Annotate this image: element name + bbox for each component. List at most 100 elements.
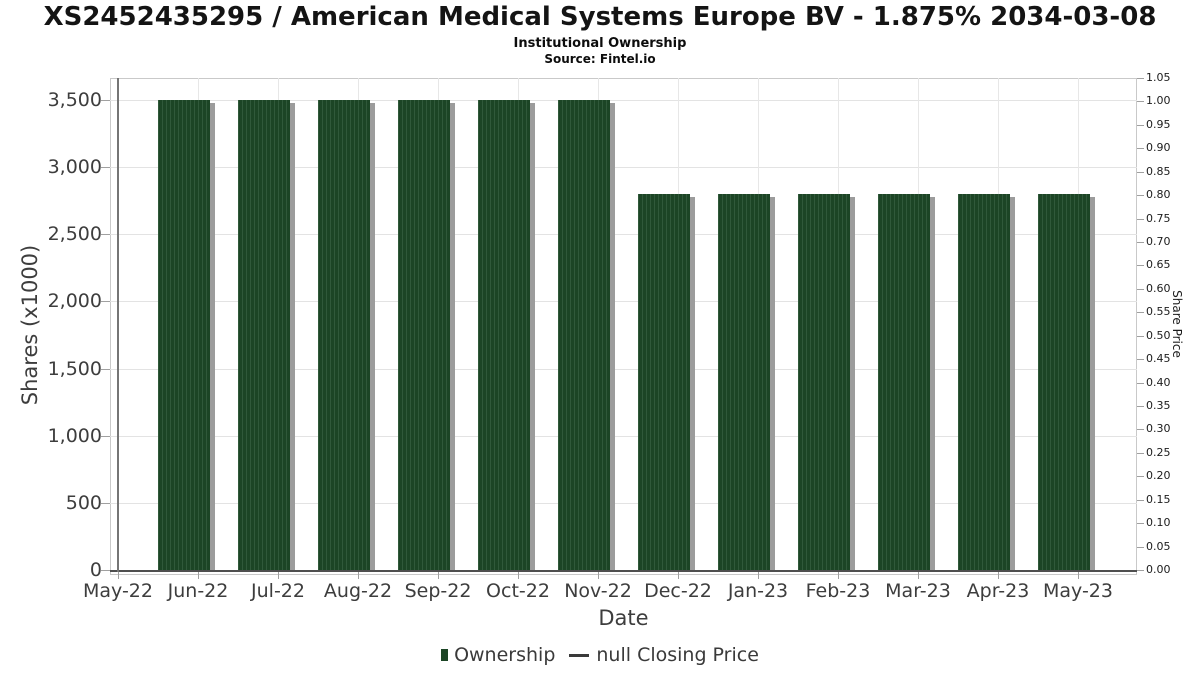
right-axis-tick-label: 0.85 — [1146, 165, 1171, 178]
chart-subtitle: Institutional Ownership — [513, 36, 687, 51]
x-axis-tick — [518, 572, 519, 579]
right-axis-tick — [1137, 312, 1144, 313]
ownership-bar-jul-22 — [238, 100, 290, 570]
x-axis-tick — [758, 572, 759, 579]
bar-shadow — [610, 103, 615, 570]
right-axis-tick-label: 0.90 — [1146, 141, 1171, 154]
bar-shadow — [1090, 197, 1095, 570]
right-axis-tick-label: 0.00 — [1146, 563, 1171, 576]
bar-shadow — [210, 103, 215, 570]
left-axis-tick — [101, 301, 110, 302]
right-axis-tick — [1137, 125, 1144, 126]
x-axis-tick — [678, 572, 679, 579]
x-axis-tick-label: Jan-23 — [727, 580, 789, 602]
right-axis-tick-label: 1.00 — [1146, 94, 1171, 107]
h-gridline — [110, 503, 1137, 504]
x-axis-tick — [118, 572, 119, 579]
left-axis-tick — [101, 436, 110, 437]
bar-shadow — [450, 103, 455, 570]
legend: Ownership null Closing Price — [0, 644, 1200, 666]
bar-shadow — [930, 197, 935, 570]
ownership-bar-feb-23 — [798, 194, 850, 570]
ownership-legend-label: Ownership — [454, 644, 556, 666]
right-axis-tick-label: 0.40 — [1146, 376, 1171, 389]
h-gridline — [110, 234, 1137, 235]
x-axis-tick-label: Aug-22 — [323, 580, 393, 602]
left-axis-tick-label: 3,000 — [47, 156, 102, 178]
bar-shadow — [1010, 197, 1015, 570]
right-axis-tick — [1137, 453, 1144, 454]
ownership-bar-mar-23 — [878, 194, 930, 570]
x-axis-tick-label: Jun-22 — [167, 580, 229, 602]
bar-shadow — [530, 103, 535, 570]
right-axis-tick-label: 1.05 — [1146, 71, 1171, 84]
x-axis-tick-label: Mar-23 — [885, 580, 951, 602]
x-axis-tick — [998, 572, 999, 579]
right-axis-tick — [1137, 336, 1144, 337]
x-axis-tick — [198, 572, 199, 579]
left-axis-tick-label: 1,000 — [47, 425, 102, 447]
right-axis-tick — [1137, 242, 1144, 243]
left-axis-tick — [101, 100, 110, 101]
x-axis-tick — [358, 572, 359, 579]
ownership-bar-nov-22 — [558, 100, 610, 570]
bar-shadow — [690, 197, 695, 570]
y-axis-line — [117, 78, 119, 572]
right-axis-tick — [1137, 265, 1144, 266]
left-axis-tick-label: 3,500 — [47, 89, 102, 111]
left-axis-tick — [101, 503, 110, 504]
ownership-legend-swatch-icon — [441, 649, 449, 661]
left-axis-tick — [101, 234, 110, 235]
right-axis-tick — [1137, 476, 1144, 477]
right-axis-tick — [1137, 101, 1144, 102]
right-axis-tick — [1137, 547, 1144, 548]
ownership-bar-apr-23 — [958, 194, 1010, 570]
right-axis-tick — [1137, 172, 1144, 173]
x-axis-tick-label: Apr-23 — [966, 580, 1030, 602]
left-axis-tick-label: 2,000 — [47, 290, 102, 312]
bar-shadow — [370, 103, 375, 570]
x-axis-tick — [278, 572, 279, 579]
right-axis-tick-label: 0.75 — [1146, 212, 1171, 225]
x-axis-tick — [1078, 572, 1079, 579]
right-axis-tick-label: 0.95 — [1146, 118, 1171, 131]
right-axis-tick — [1137, 429, 1144, 430]
x-axis-line — [110, 570, 1137, 572]
bar-shadow — [290, 103, 295, 570]
right-axis-tick — [1137, 570, 1144, 571]
right-axis-tick — [1137, 523, 1144, 524]
right-axis-tick-label: 0.60 — [1146, 282, 1171, 295]
right-axis-title: Share Price — [1170, 290, 1184, 358]
right-axis-tick-label: 0.45 — [1146, 352, 1171, 365]
h-gridline — [110, 369, 1137, 370]
right-axis-tick-label: 0.05 — [1146, 540, 1171, 553]
right-axis-tick — [1137, 148, 1144, 149]
right-axis-tick-label: 0.25 — [1146, 446, 1171, 459]
right-axis-tick-label: 0.20 — [1146, 469, 1171, 482]
left-axis-tick-label: 2,500 — [47, 223, 102, 245]
left-axis-tick — [101, 570, 110, 571]
x-axis-tick-label: May-23 — [1043, 580, 1113, 602]
x-axis-tick — [598, 572, 599, 579]
h-gridline — [110, 301, 1137, 302]
chart-source: Source: Fintel.io — [544, 52, 656, 66]
right-axis-tick — [1137, 406, 1144, 407]
bar-shadow — [770, 197, 775, 570]
left-axis-tick — [101, 369, 110, 370]
x-axis-tick-label: Dec-22 — [644, 580, 712, 602]
right-axis-tick — [1137, 289, 1144, 290]
ownership-bar-jan-23 — [718, 194, 770, 570]
chart-title: XS2452435295 / American Medical Systems … — [43, 2, 1157, 32]
x-axis-tick-label: Nov-22 — [564, 580, 632, 602]
x-axis-tick-label: Oct-22 — [486, 580, 550, 602]
h-gridline — [110, 436, 1137, 437]
h-gridline — [110, 100, 1137, 101]
left-axis-tick — [101, 167, 110, 168]
right-axis-tick-label: 0.10 — [1146, 516, 1171, 529]
ownership-bar-sep-22 — [398, 100, 450, 570]
right-axis-tick — [1137, 219, 1144, 220]
ownership-bar-oct-22 — [478, 100, 530, 570]
x-axis-tick-label: Feb-23 — [805, 580, 871, 602]
price-legend-label: null Closing Price — [596, 644, 759, 666]
